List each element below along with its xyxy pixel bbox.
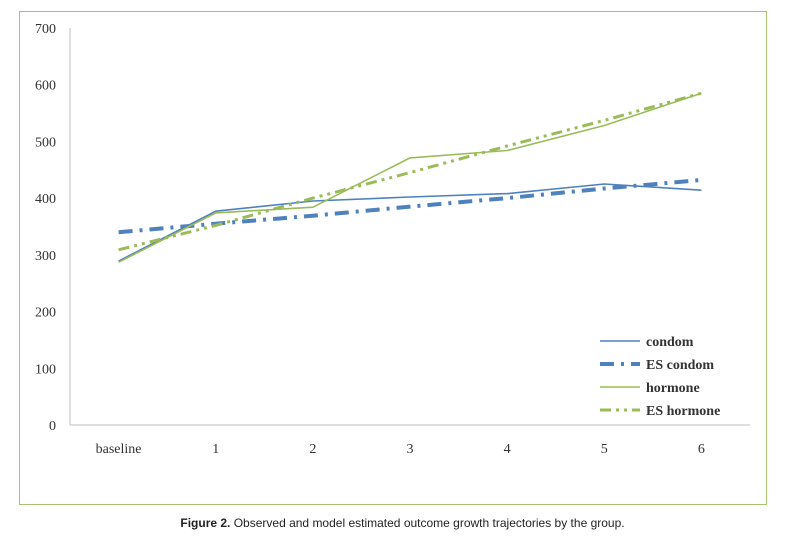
y-tick-label: 400 <box>35 192 56 207</box>
x-tick-label: 5 <box>601 442 608 457</box>
x-tick-label: 1 <box>212 442 219 457</box>
y-tick-label: 100 <box>35 362 56 377</box>
legend-label: condom <box>646 335 694 350</box>
x-tick-label: 3 <box>407 442 414 457</box>
legend-label: ES hormone <box>646 404 720 419</box>
x-tick-label: 4 <box>504 442 511 457</box>
x-tick-label: baseline <box>96 442 142 457</box>
legend-label: ES condom <box>646 358 714 373</box>
y-tick-label: 600 <box>35 79 56 94</box>
x-axis: baseline 1 2 3 4 5 6 <box>70 424 750 457</box>
y-tick-label: 700 <box>35 22 56 37</box>
line-chart: 0 100 200 300 400 500 600 700 baseline 1 2 3 4 5 6 co… <box>35 22 750 457</box>
y-axis: 0 100 200 300 400 500 600 700 <box>35 22 71 434</box>
caption-text: Observed and model estimated outcome gro… <box>230 516 625 530</box>
series-line-es-hormone <box>118 91 702 252</box>
series-line-hormone <box>118 92 702 263</box>
series-line-condom <box>118 183 702 262</box>
series-line-es-condom <box>118 178 702 235</box>
x-tick-label: 6 <box>698 442 705 457</box>
y-tick-label: 500 <box>35 135 56 150</box>
y-tick-label: 200 <box>35 306 56 321</box>
series-layer <box>118 91 702 263</box>
chart-frame: 0 100 200 300 400 500 600 700 baseline 1 2 3 4 5 6 co… <box>19 11 767 505</box>
legend: condom ES condom hormone ES hormone <box>600 335 720 419</box>
y-tick-label: 0 <box>49 419 56 434</box>
legend-label: hormone <box>646 381 700 396</box>
figure-caption: Figure 2. Observed and model estimated o… <box>0 516 805 530</box>
caption-label: Figure 2. <box>180 516 231 530</box>
y-tick-label: 300 <box>35 249 56 264</box>
x-tick-label: 2 <box>309 442 316 457</box>
